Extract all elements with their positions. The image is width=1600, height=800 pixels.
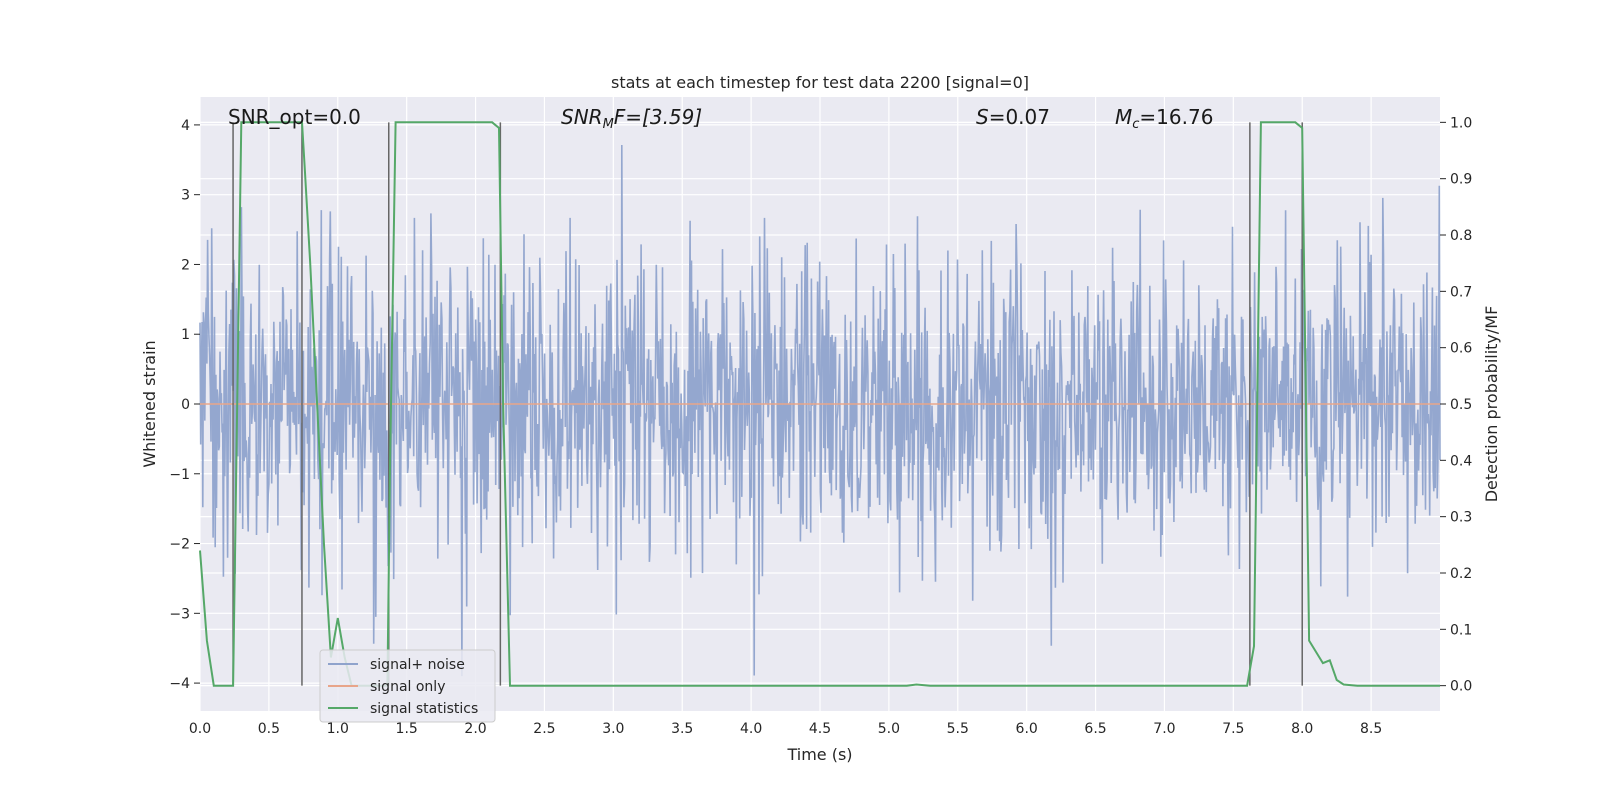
annotation-snr-mf-main: SNR — [561, 105, 603, 129]
x-tick-label: 1.0 — [327, 721, 349, 737]
legend-label-signal-only: signal only — [370, 679, 445, 695]
y-left-axis-label: Whitened strain — [140, 340, 159, 467]
y-left-tick-label: 4 — [181, 118, 190, 134]
x-tick-label: 7.0 — [1153, 721, 1175, 737]
annotation-mc-rest: =16.76 — [1139, 105, 1213, 129]
x-axis-label: Time (s) — [786, 745, 852, 764]
y-right-tick-label: 0.6 — [1450, 341, 1472, 357]
y-left-tick-label: −1 — [169, 467, 190, 483]
x-tick-label: 7.5 — [1222, 721, 1244, 737]
y-right-tick-label: 0.8 — [1450, 228, 1472, 244]
noise-series — [199, 144, 1441, 677]
y-right-tick-label: 0.7 — [1450, 284, 1472, 300]
y-left-tick-label: −4 — [169, 676, 190, 692]
x-tick-label: 0.5 — [258, 721, 280, 737]
legend-label-statistics: signal statistics — [370, 701, 478, 717]
y-right-tick-label: 0.5 — [1450, 397, 1472, 413]
x-tick-label: 4.0 — [740, 721, 762, 737]
y-right-ticks: 0.0 0.1 0.2 0.3 0.4 0.5 0.6 0.7 0.8 0.9 1.0 — [1440, 115, 1472, 695]
annotation-snr-mf-rest: F=[3.59] — [614, 105, 702, 129]
x-tick-label: 2.5 — [533, 721, 555, 737]
x-tick-label: 3.5 — [671, 721, 693, 737]
legend: signal+ noise signal only signal statist… — [319, 649, 496, 723]
signal-statistics-series — [199, 121, 1440, 687]
x-tick-label: 6.5 — [1084, 721, 1106, 737]
legend-label-noise: signal+ noise — [370, 657, 465, 673]
y-right-tick-label: 0.4 — [1450, 453, 1472, 469]
y-right-tick-label: 1.0 — [1450, 115, 1472, 131]
x-tick-label: 5.5 — [947, 721, 969, 737]
x-tick-label: 0.0 — [189, 721, 211, 737]
y-right-tick-label: 0.2 — [1450, 566, 1472, 582]
y-left-tick-label: 1 — [181, 327, 190, 343]
y-left-tick-label: 3 — [181, 188, 190, 204]
chart-title: stats at each timestep for test data 220… — [611, 73, 1029, 92]
y-left-tick-label: 2 — [181, 257, 190, 273]
annotation-mc: Mc=16.76 — [1115, 105, 1213, 132]
x-tick-label: 8.0 — [1291, 721, 1313, 737]
annotation-s: S=0.07 — [976, 105, 1050, 129]
y-left-tick-label: −3 — [169, 606, 190, 622]
x-tick-label: 5.0 — [878, 721, 900, 737]
y-left-tick-label: −2 — [169, 537, 190, 553]
x-tick-label: 4.5 — [809, 721, 831, 737]
annotation-mc-sub: c — [1132, 117, 1139, 132]
x-tick-label: 6.0 — [1016, 721, 1038, 737]
annotation-s-main: S — [976, 105, 989, 129]
y-right-tick-label: 0.3 — [1450, 510, 1472, 526]
x-ticks: 0.0 0.5 1.0 1.5 2.0 2.5 3.0 3.5 4.0 4.5 5.0 5.5 6.0 6… — [189, 721, 1382, 737]
y-right-axis-label: Detection probability/MF — [1482, 306, 1501, 503]
legend-box — [319, 649, 496, 723]
x-tick-label: 2.0 — [464, 721, 486, 737]
annotation-snr-opt: SNR_opt=0.0 — [228, 105, 361, 129]
statistics-line — [199, 121, 1440, 687]
x-tick-label: 3.0 — [602, 721, 624, 737]
noise-line — [199, 144, 1441, 677]
annotation-mc-main: M — [1115, 105, 1132, 129]
y-left-tick-label: 0 — [181, 397, 190, 413]
y-right-tick-label: 0.1 — [1450, 622, 1472, 638]
annotation-s-rest: =0.07 — [989, 105, 1050, 129]
y-left-ticks: −4 −3 −2 −1 0 1 2 3 4 — [169, 118, 200, 692]
x-tick-label: 1.5 — [396, 721, 418, 737]
x-tick-label: 8.5 — [1360, 721, 1382, 737]
y-right-tick-label: 0.0 — [1450, 679, 1472, 695]
annotation-snr-mf: SNRMF=[3.59] — [561, 105, 702, 132]
y-right-tick-label: 0.9 — [1450, 172, 1472, 188]
annotation-snr-mf-sub: M — [603, 117, 614, 132]
